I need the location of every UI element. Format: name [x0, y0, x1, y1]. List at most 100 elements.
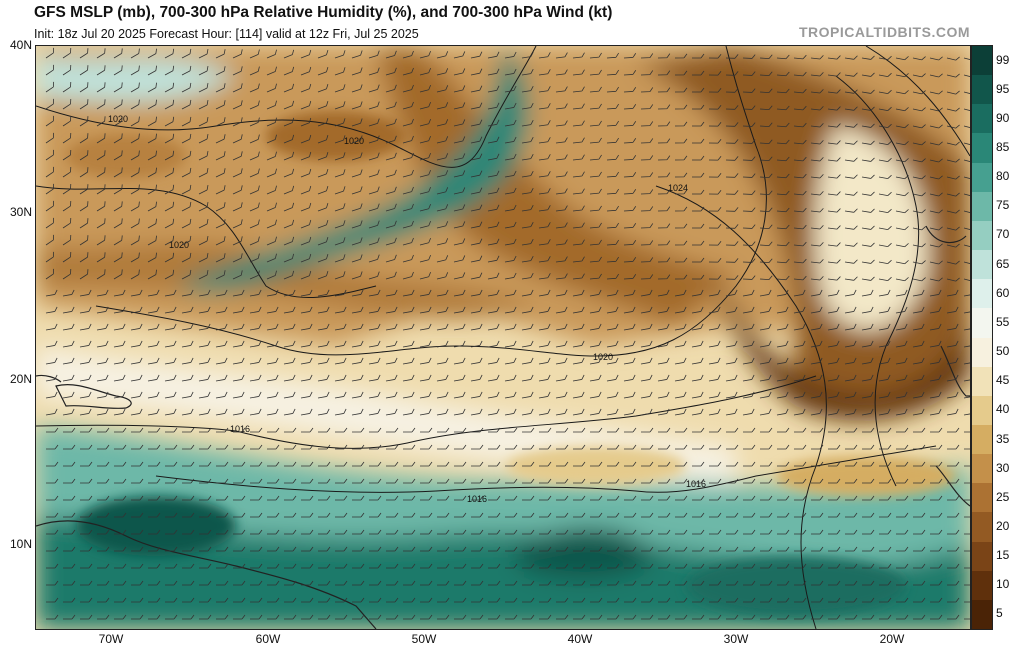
wind-barb: [743, 580, 756, 586]
wind-barb: [318, 495, 331, 501]
wind-barb: [912, 73, 926, 78]
wind-barb: [963, 226, 970, 231]
wind-barb: [674, 223, 688, 229]
wind-barb: [232, 270, 243, 280]
wind-barb: [725, 408, 738, 416]
wind-barb: [369, 478, 382, 484]
wind-barb: [131, 546, 144, 552]
wind-barb: [793, 323, 806, 331]
wind-barb: [861, 374, 874, 382]
wind-barb: [164, 99, 175, 110]
wind-barb: [130, 184, 140, 195]
wind-barb: [623, 206, 637, 212]
wind-barb: [504, 408, 517, 416]
wind-barb: [913, 614, 926, 620]
wind-barb: [130, 82, 140, 93]
wind-barb: [725, 224, 739, 229]
wind-barb: [861, 106, 875, 111]
wind-barb: [368, 323, 381, 331]
wind-barb: [640, 374, 653, 382]
chart-subtitle: Init: 18z Jul 20 2025 Forecast Hour: [11…: [34, 27, 419, 41]
wind-barb: [283, 270, 295, 280]
wind-barb: [675, 529, 688, 535]
wind-barb: [811, 495, 824, 501]
wind-barb: [351, 50, 363, 59]
wind-barb: [606, 69, 619, 76]
wind-barb: [743, 427, 756, 433]
wind-barb: [674, 257, 688, 263]
colorbar-segment: [972, 483, 992, 513]
wind-barb: [895, 209, 909, 214]
wind-barb: [96, 289, 109, 297]
wind-barb: [776, 71, 790, 77]
wind-barb: [62, 391, 75, 399]
wind-barb: [232, 408, 245, 416]
wind-barb: [538, 357, 551, 365]
wind-barb: [216, 461, 229, 467]
wind-barb: [844, 174, 858, 179]
wind-barb: [96, 82, 106, 93]
wind-barb: [504, 119, 517, 127]
wind-barb: [454, 444, 467, 450]
wind-barb: [946, 374, 959, 382]
wind-barb: [300, 340, 313, 348]
wind-barb: [130, 167, 140, 178]
wind-barb: [674, 323, 687, 331]
wind-barb: [284, 444, 297, 450]
wind-barb: [793, 156, 807, 162]
wind-barb: [913, 444, 926, 450]
wind-barb: [623, 87, 637, 93]
wind-barb: [216, 444, 229, 450]
wind-barb: [402, 101, 414, 110]
wind-barb: [63, 427, 76, 433]
wind-barb: [896, 444, 909, 450]
wind-barb: [182, 546, 195, 552]
wind-barb: [522, 444, 535, 450]
wind-barb: [589, 86, 602, 93]
wind-barb: [147, 306, 160, 314]
wind-barb: [946, 141, 960, 146]
wind-barb: [267, 495, 280, 501]
wind-barb: [283, 185, 295, 195]
wind-barb: [862, 495, 875, 501]
wind-barb: [420, 427, 433, 433]
wind-barb: [862, 529, 875, 535]
wind-barb: [487, 391, 500, 399]
wind-barb: [79, 167, 89, 178]
wind-barb: [912, 289, 925, 297]
wind-barb: [641, 614, 654, 620]
wind-barb: [827, 408, 840, 416]
wind-barb: [352, 478, 365, 484]
wind-barb: [555, 289, 568, 297]
wind-barb: [675, 495, 688, 501]
wind-barb: [521, 102, 534, 110]
wind-barb: [912, 408, 925, 416]
wind-barb: [351, 271, 363, 280]
wind-barb: [130, 150, 140, 161]
wind-barb: [725, 374, 738, 382]
wind-barb: [640, 155, 654, 161]
wind-barb: [182, 478, 195, 484]
wind-barb: [198, 340, 211, 348]
wind-barb: [470, 136, 483, 144]
wind-barb: [793, 190, 807, 196]
wind-barb: [522, 614, 535, 620]
wind-barb: [283, 151, 295, 161]
wind-barb: [402, 84, 414, 93]
wind-barb: [216, 597, 229, 603]
wind-barb: [793, 374, 806, 382]
wind-barb: [505, 546, 518, 552]
wind-barb: [283, 374, 296, 382]
wind-barb: [929, 260, 943, 265]
wind-barb: [895, 90, 909, 95]
wind-barb: [657, 240, 671, 246]
wind-barb: [521, 289, 534, 297]
wind-barb: [793, 275, 807, 281]
wind-barb: [504, 51, 517, 59]
wind-barb: [470, 119, 483, 127]
wind-barb: [725, 173, 739, 178]
wind-barb: [317, 271, 329, 280]
wind-barb: [317, 101, 329, 110]
wind-barb: [436, 85, 449, 93]
wind-barb: [556, 512, 569, 518]
